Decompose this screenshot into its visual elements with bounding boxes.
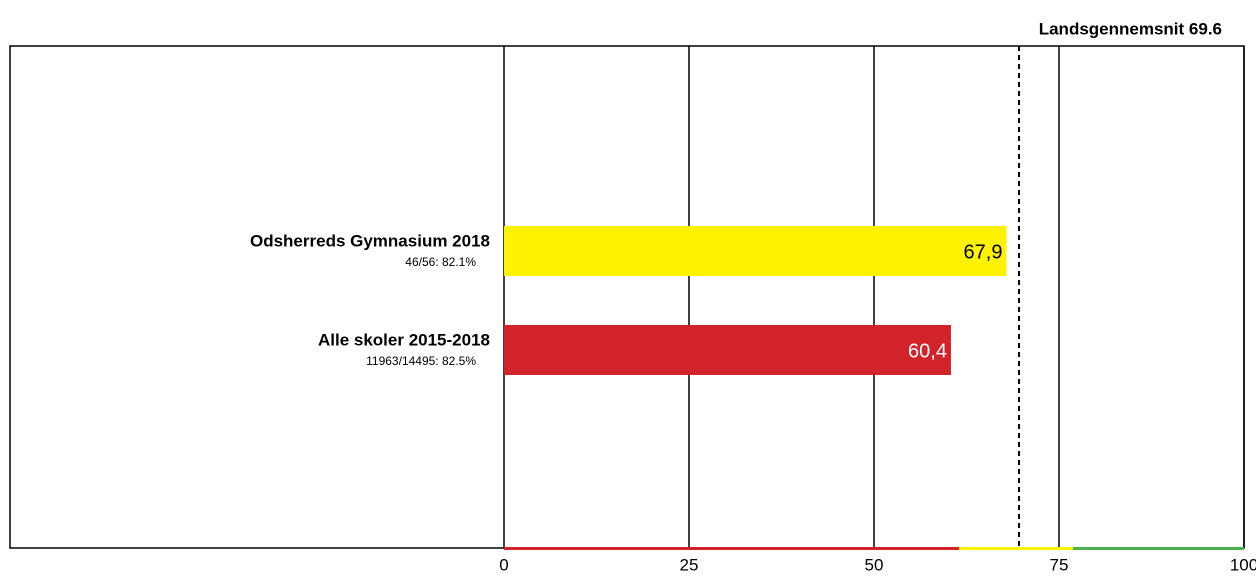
bar xyxy=(504,226,1007,276)
threshold-band xyxy=(959,547,1074,550)
value-label: 60,4 xyxy=(908,340,947,362)
x-tick-label: 0 xyxy=(499,555,508,574)
value-label: 67,9 xyxy=(964,241,1003,263)
threshold-band xyxy=(1073,547,1244,550)
category-sublabel: 46/56: 82.1% xyxy=(405,255,476,269)
plot-frame xyxy=(9,45,1245,549)
x-tick-label: 25 xyxy=(680,555,699,574)
threshold-band xyxy=(504,547,960,550)
reference-label: Landsgennemsnit 69.6 xyxy=(1039,19,1222,38)
x-tick-label: 75 xyxy=(1050,555,1069,574)
category-sublabel: 11963/14495: 82.5% xyxy=(366,354,476,368)
category-label: Alle skoler 2015-2018 xyxy=(318,330,490,349)
x-tick-label: 100 xyxy=(1230,555,1256,574)
bar xyxy=(504,325,951,375)
category-label: Odsherreds Gymnasium 2018 xyxy=(250,231,490,250)
x-tick-label: 50 xyxy=(865,555,884,574)
